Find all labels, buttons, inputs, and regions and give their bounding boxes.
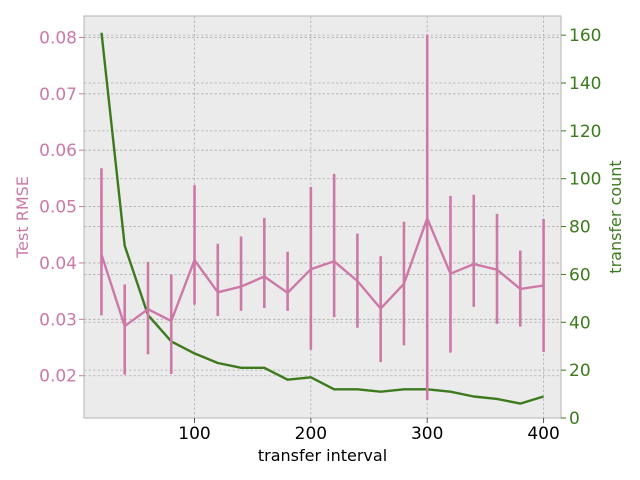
y-right-tick-label: 0 xyxy=(569,409,580,429)
test-rmse-series xyxy=(100,34,545,400)
y-right-tick-label: 100 xyxy=(569,170,601,190)
x-tick-label: 200 xyxy=(295,424,327,444)
y-right-tick-label: 120 xyxy=(569,122,601,142)
x-tick-label: 400 xyxy=(527,424,559,444)
y-left-tick-label: 0.08 xyxy=(39,28,77,48)
y-right-tick-label: 20 xyxy=(569,361,591,381)
y-left-tick-label: 0.07 xyxy=(39,85,77,105)
transfer-count-line xyxy=(100,32,544,405)
y-right-tick-label: 80 xyxy=(569,218,591,238)
x-axis-title: transfer interval xyxy=(258,446,387,465)
plot-frame xyxy=(83,15,562,419)
plot-background xyxy=(84,16,561,418)
y-left-axis-ticks: 0.02 0.03 0.04 0.05 0.06 0.07 0.08 xyxy=(39,28,84,387)
y-right-tick-label: 60 xyxy=(569,265,591,285)
y-left-tick-label: 0.02 xyxy=(39,367,77,387)
y-right-axis-ticks: 0 20 40 60 80 100 120 140 160 xyxy=(561,26,601,429)
y-left-tick-label: 0.04 xyxy=(39,254,77,274)
y-left-tick-label: 0.05 xyxy=(39,198,77,218)
x-tick-label: 300 xyxy=(411,424,443,444)
y-left-axis-title: Test RMSE xyxy=(13,176,32,259)
y-left-tick-label: 0.06 xyxy=(39,141,77,161)
y-right-tick-label: 140 xyxy=(569,74,601,94)
rmse-line xyxy=(100,217,544,328)
y-right-tick-label: 40 xyxy=(569,313,591,333)
x-axis-ticks: 100 200 300 400 xyxy=(178,418,560,444)
x-tick-label: 100 xyxy=(178,424,210,444)
y-right-tick-label: 160 xyxy=(569,26,601,46)
y-right-axis-title: transfer count xyxy=(606,160,625,273)
y-left-tick-label: 0.03 xyxy=(39,310,77,330)
